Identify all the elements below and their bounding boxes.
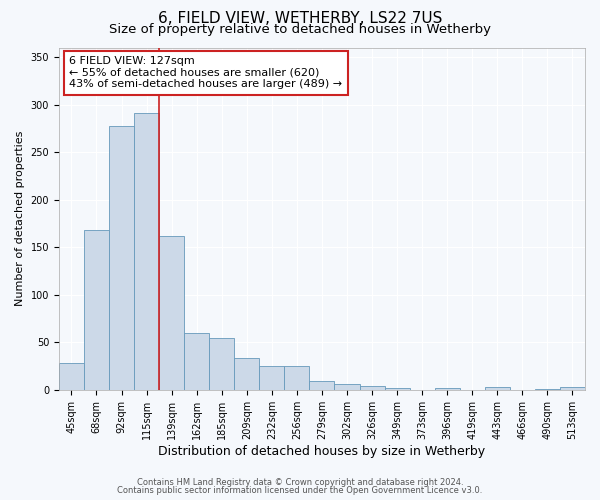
Bar (284, 366, 310, 390)
Text: 6 FIELD VIEW: 127sqm
← 55% of detached houses are smaller (620)
43% of semi-deta: 6 FIELD VIEW: 127sqm ← 55% of detached h… (70, 56, 343, 90)
Bar (334, 384, 359, 390)
Bar (485, 387, 510, 390)
Bar (134, 113, 159, 390)
Bar (234, 358, 259, 390)
Bar (209, 338, 234, 390)
Text: Contains public sector information licensed under the Open Government Licence v3: Contains public sector information licen… (118, 486, 482, 495)
Bar (84, 230, 109, 390)
Bar (59, 363, 84, 390)
Text: 6, FIELD VIEW, WETHERBY, LS22 7US: 6, FIELD VIEW, WETHERBY, LS22 7US (158, 11, 442, 26)
Bar (310, 382, 334, 390)
Bar (109, 126, 134, 390)
Bar (385, 388, 410, 390)
Bar (159, 236, 184, 390)
Y-axis label: Number of detached properties: Number of detached properties (15, 131, 25, 306)
Bar (434, 388, 460, 390)
Bar (535, 389, 560, 390)
Text: Contains HM Land Registry data © Crown copyright and database right 2024.: Contains HM Land Registry data © Crown c… (137, 478, 463, 487)
X-axis label: Distribution of detached houses by size in Wetherby: Distribution of detached houses by size … (158, 444, 485, 458)
Bar (359, 386, 385, 390)
Bar (259, 366, 284, 390)
Text: Size of property relative to detached houses in Wetherby: Size of property relative to detached ho… (109, 22, 491, 36)
Bar (184, 333, 209, 390)
Bar (560, 387, 585, 390)
